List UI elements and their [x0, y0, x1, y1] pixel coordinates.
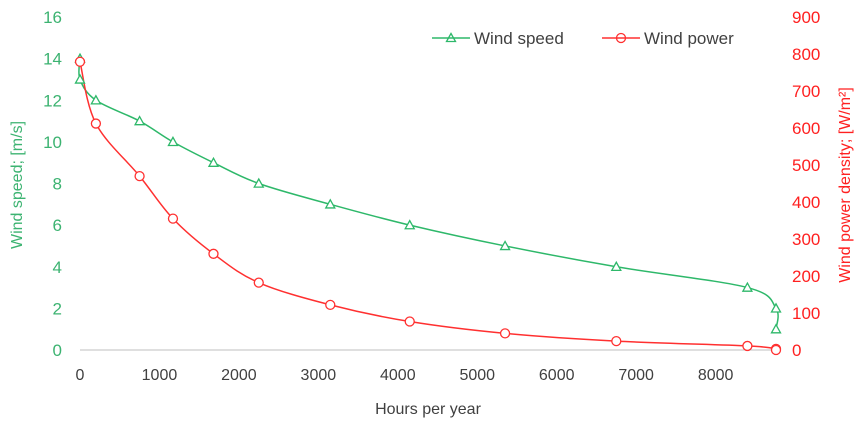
x-tick-label: 7000 — [618, 367, 654, 384]
wind-speed-point — [253, 177, 265, 188]
right-y-tick-labels: 0 100 200 300 400 500 600 700 800 900 — [792, 8, 820, 360]
legend: Wind speed Wind power — [432, 29, 734, 48]
right-y-tick-label: 100 — [792, 304, 820, 323]
wind-power-point — [90, 118, 102, 129]
x-tick-label: 6000 — [539, 367, 575, 384]
right-y-tick-label: 200 — [792, 267, 820, 286]
left-y-tick-label: 6 — [53, 216, 62, 235]
wind-power-point — [325, 299, 336, 311]
x-tick-label: 1000 — [142, 367, 178, 384]
wind-power-point — [611, 335, 622, 347]
left-y-tick-label: 2 — [53, 299, 62, 318]
wind-speed-point — [770, 323, 782, 334]
x-axis-label: Hours per year — [375, 401, 481, 418]
right-y-tick-label: 300 — [792, 230, 820, 249]
wind-speed-point — [207, 156, 220, 167]
wind-power-point — [404, 316, 415, 327]
wind-speed-point — [770, 302, 782, 313]
x-tick-labels: 0 1000 2000 3000 4000 5000 6000 7000 8000 — [76, 367, 734, 384]
x-tick-label: 4000 — [380, 367, 416, 384]
wind-speed-point — [499, 240, 511, 251]
right-y-tick-label: 700 — [792, 82, 820, 101]
x-tick-label: 8000 — [698, 367, 734, 384]
legend-wind-speed-label: Wind speed — [474, 29, 564, 48]
left-y-tick-label: 8 — [53, 175, 62, 194]
legend-wind-speed-marker — [445, 32, 457, 43]
x-tick-label: 5000 — [459, 367, 495, 384]
right-y-tick-label: 800 — [792, 45, 820, 64]
left-y-tick-label: 0 — [53, 341, 62, 360]
left-y-tick-label: 10 — [43, 133, 62, 152]
left-y-tick-label: 16 — [43, 8, 62, 27]
left-y-tick-label: 12 — [43, 91, 62, 110]
left-y-tick-labels: 0 2 4 6 8 10 12 14 16 — [43, 8, 62, 360]
wind-power-point — [742, 340, 753, 352]
wind-power-point — [167, 213, 179, 224]
right-y-tick-label: 400 — [792, 193, 820, 212]
legend-wind-power-marker — [615, 32, 627, 44]
wind-power-line — [79, 61, 779, 351]
left-y-tick-label: 14 — [43, 50, 62, 69]
wind-speed-point — [404, 219, 416, 230]
left-y-tick-label: 4 — [53, 258, 62, 277]
wind-power-point — [74, 56, 86, 67]
wind-speed-point — [324, 198, 336, 209]
left-y-axis-label: Wind speed; [m/s] — [9, 121, 26, 249]
wind-speed-line — [78, 58, 779, 330]
wind-speed-point — [610, 260, 622, 271]
wind-speed-point — [167, 136, 179, 147]
wind-speed-point — [133, 115, 146, 126]
wind-speed-point — [74, 73, 86, 84]
wind-speed-point — [741, 281, 754, 292]
wind-power-point — [770, 344, 782, 356]
wind-power-point — [499, 328, 511, 339]
series-lines — [78, 58, 779, 351]
wind-power-point — [208, 248, 219, 259]
wind-power-point — [134, 170, 145, 182]
right-y-tick-label: 500 — [792, 156, 820, 175]
right-y-tick-label: 0 — [792, 341, 801, 360]
x-tick-label: 0 — [76, 367, 85, 384]
right-y-tick-label: 600 — [792, 119, 820, 138]
legend-wind-power-label: Wind power — [644, 29, 734, 48]
x-tick-label: 2000 — [221, 367, 257, 384]
x-tick-label: 3000 — [301, 367, 337, 384]
wind-power-point — [253, 277, 264, 288]
series-markers — [74, 52, 782, 356]
wind-speed-point — [90, 94, 102, 105]
right-y-tick-label: 900 — [792, 8, 820, 27]
right-y-axis-label: Wind power density; [W/m²] — [837, 87, 854, 283]
